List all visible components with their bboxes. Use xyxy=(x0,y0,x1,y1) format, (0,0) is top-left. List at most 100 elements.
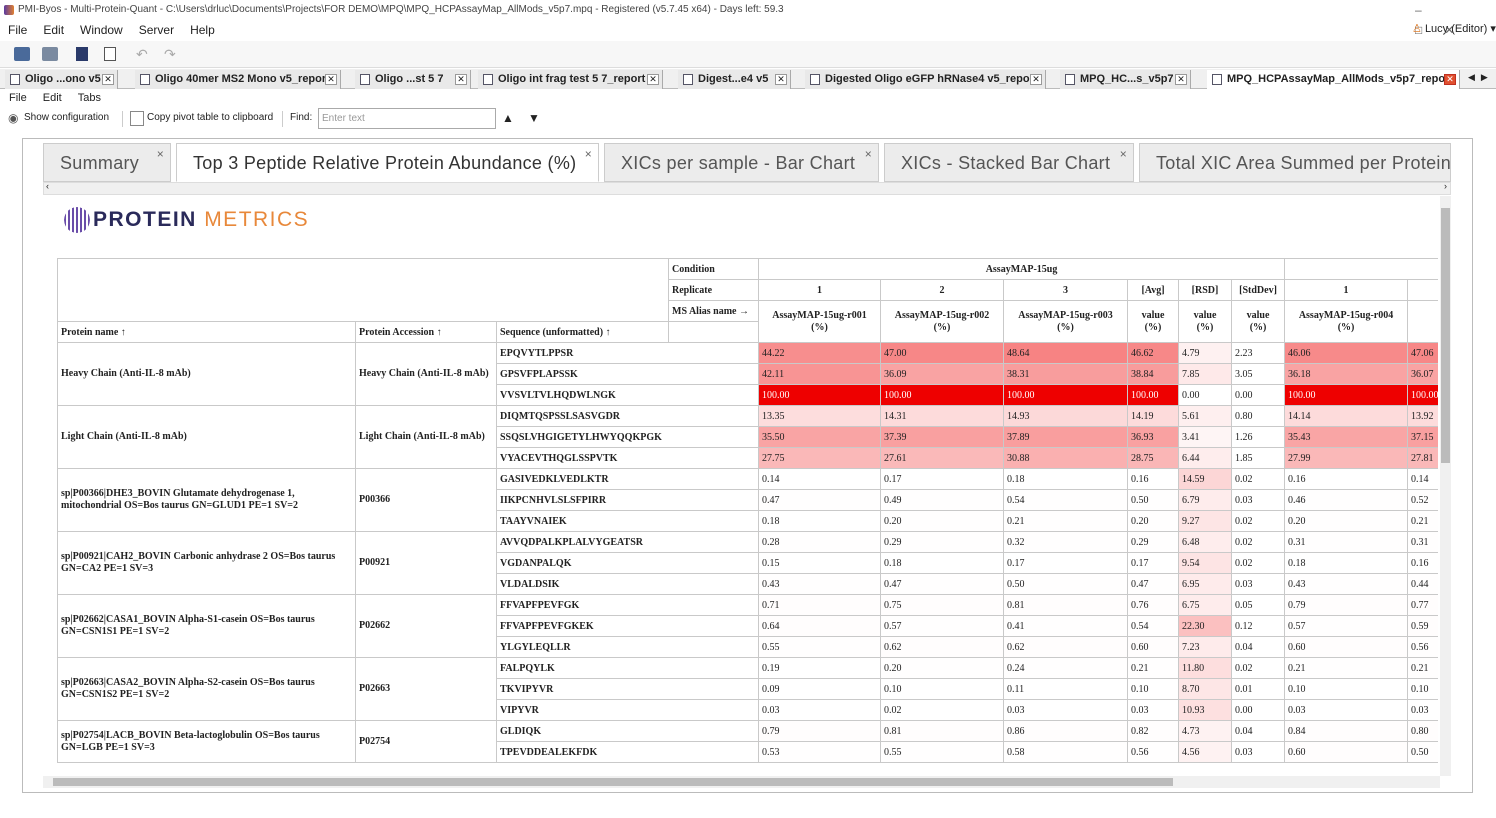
tab-close[interactable]: ✕ xyxy=(647,74,659,85)
value-cell: 0.03 xyxy=(1407,699,1438,721)
value-cell: 100.00 xyxy=(1407,384,1438,406)
tab-icon xyxy=(140,74,150,85)
value-cell: 37.39 xyxy=(880,426,1005,448)
protein-name: sp|P00921|CAH2_BOVIN Carbonic anhydrase … xyxy=(57,531,356,595)
menu-item[interactable]: Edit xyxy=(42,92,62,104)
redo-icon[interactable]: ↷ xyxy=(164,46,176,62)
report-tab[interactable]: Summary × xyxy=(43,143,171,182)
value-cell: 0.62 xyxy=(880,636,1005,658)
value-cell: 0.03 xyxy=(1127,699,1180,721)
protein-accession: P00366 xyxy=(355,468,497,532)
sequence: VGDANPALQK xyxy=(495,552,760,574)
user-label[interactable]: ♙ Lucy (Editor) ▾ xyxy=(1412,23,1496,35)
window-controls[interactable]: –□✕ xyxy=(1415,3,1477,37)
value-cell: 9.27 xyxy=(1178,510,1233,532)
replicate: 2 xyxy=(880,279,1005,301)
v-scroll-thumb[interactable] xyxy=(1441,208,1450,463)
copy-pivot[interactable]: Copy pivot table to clipboard xyxy=(147,112,274,123)
menu-item[interactable]: Window xyxy=(80,23,123,37)
data-row: TPEVDDEALEKFDK 0.53 0.55 0.58 0.56 4.56 0.03 0.… xyxy=(58,741,1438,763)
value-cell: 0.18 xyxy=(880,552,1005,574)
tab-close[interactable]: ✕ xyxy=(455,74,467,85)
sequence: VLDALDSIK xyxy=(495,573,760,595)
report-tab[interactable]: Top 3 Peptide Relative Protein Abundance… xyxy=(176,143,599,182)
document-tab[interactable]: Oligo ...st 5 7 ✕ xyxy=(355,70,471,89)
tab-close[interactable]: × xyxy=(1119,147,1127,161)
menu-item[interactable]: Tabs xyxy=(77,92,101,104)
value-cell: 0.43 xyxy=(758,573,882,595)
document-tab[interactable]: Oligo int frag test 5 7_report ✕ xyxy=(478,70,663,89)
menu-item[interactable]: Help xyxy=(190,23,215,37)
menu-bar: File Edit Window Server Help xyxy=(0,20,1496,40)
document-tab[interactable]: Digest...e4 v5 ✕ xyxy=(678,70,791,89)
tab-close[interactable]: ✕ xyxy=(1444,74,1456,85)
tab-icon xyxy=(1065,74,1075,85)
scroll-left[interactable]: ‹ xyxy=(46,181,49,191)
value-cell: 0.77 xyxy=(1407,594,1438,616)
tab-close[interactable]: × xyxy=(864,147,872,161)
tool-icon[interactable] xyxy=(42,47,58,61)
protein-name: sp|P02663|CASA2_BOVIN Alpha-S2-casein OS… xyxy=(57,657,356,721)
tab-close[interactable]: × xyxy=(156,147,164,161)
pivot-table: Condition AssayMAP-15ug Replicate 1 2 3 [Avg][… xyxy=(57,258,1438,763)
find-input[interactable]: Enter text xyxy=(318,108,496,129)
value-cell: 0.82 xyxy=(1127,720,1180,742)
value-cell: 0.18 xyxy=(758,510,882,532)
value-cell: 0.03 xyxy=(1231,489,1286,511)
value-cell: 0.79 xyxy=(1284,594,1409,616)
h-scrollbar[interactable] xyxy=(43,776,1440,788)
value-cell: 37.15 xyxy=(1407,426,1438,448)
tab-icon xyxy=(1212,74,1222,85)
menu-item[interactable]: File xyxy=(8,23,28,37)
report-tab-title: XICs per sample - Bar Chart xyxy=(621,153,856,173)
report-tab[interactable]: XICs per sample - Bar Chart × xyxy=(604,143,879,182)
value-cell: 0.14 xyxy=(758,468,882,490)
tool-icon[interactable] xyxy=(76,47,88,61)
tab-title: Oligo ...st 5 7 xyxy=(375,73,444,85)
document-tabs: ◀▶ Oligo ...ono v5 ✕ Oligo 40mer MS2 Mono … xyxy=(0,69,1496,89)
logo: PROTEIN METRICS xyxy=(93,207,309,233)
value-cell: 100.00 xyxy=(880,384,1005,406)
menu-item[interactable]: Edit xyxy=(43,23,65,37)
data-row: sp|P00921|CAH2_BOVIN Carbonic anhydrase … xyxy=(57,531,1438,595)
find-prev[interactable]: ▲ xyxy=(502,111,514,125)
tab-close[interactable]: ✕ xyxy=(325,74,337,85)
value-cell: 0.60 xyxy=(1284,741,1409,763)
h-scroll-thumb[interactable] xyxy=(53,778,1173,786)
document-tab[interactable]: MPQ_HCPAssayMap_AllMods_v5p7_report ✕ xyxy=(1207,70,1460,89)
row-header: Protein Accession ↑ xyxy=(355,321,497,343)
document-tab[interactable]: Oligo 40mer MS2 Mono v5_report ✕ xyxy=(135,70,341,89)
value-cell: 0.31 xyxy=(1284,531,1409,553)
document-tab[interactable]: Digested Oligo eGFP hRNase4 v5_report ✕ xyxy=(805,70,1046,89)
scroll-right[interactable]: › xyxy=(1444,181,1447,191)
find-next[interactable]: ▼ xyxy=(528,111,540,125)
value-cell: 100.00 xyxy=(1284,384,1409,406)
document-tab[interactable]: Oligo ...ono v5 ✕ xyxy=(5,70,118,89)
tab-scrollbar[interactable]: ‹ › xyxy=(43,181,1451,195)
undo-icon[interactable]: ↶ xyxy=(136,46,148,62)
value-cell: 0.41 xyxy=(1003,615,1129,637)
show-configuration[interactable]: Show configuration xyxy=(24,112,110,123)
tab-close[interactable]: ✕ xyxy=(1030,74,1042,85)
menu-item[interactable]: Server xyxy=(138,23,175,37)
tab-close[interactable]: ✕ xyxy=(102,74,114,85)
document-tab[interactable]: MPQ_HC...s_v5p7 ✕ xyxy=(1060,70,1191,89)
protein-name: sp|P02662|CASA1_BOVIN Alpha-S1-casein OS… xyxy=(57,594,356,658)
tool-icon[interactable] xyxy=(14,47,30,61)
value-cell: 0.10 xyxy=(1127,678,1180,700)
value-cell: 0.54 xyxy=(1003,489,1129,511)
tab-icon xyxy=(683,74,693,85)
tab-close[interactable]: × xyxy=(584,147,592,161)
v-scrollbar[interactable] xyxy=(1440,196,1451,776)
report-tab[interactable]: Total XIC Area Summed per Protein xyxy=(1139,143,1451,182)
value-cell: 3.41 xyxy=(1178,426,1233,448)
value-cell: 0.60 xyxy=(1284,636,1409,658)
tab-scroll[interactable]: ◀▶ xyxy=(1468,72,1494,82)
menu-item[interactable]: File xyxy=(9,92,27,104)
report-tab[interactable]: XICs - Stacked Bar Chart × xyxy=(884,143,1134,182)
tool-icon[interactable] xyxy=(104,47,116,61)
window-title: PMI-Byos - Multi-Protein-Quant - C:\User… xyxy=(18,4,784,15)
tab-close[interactable]: ✕ xyxy=(775,74,787,85)
replicate: 1 xyxy=(758,279,882,301)
tab-close[interactable]: ✕ xyxy=(1175,74,1187,85)
